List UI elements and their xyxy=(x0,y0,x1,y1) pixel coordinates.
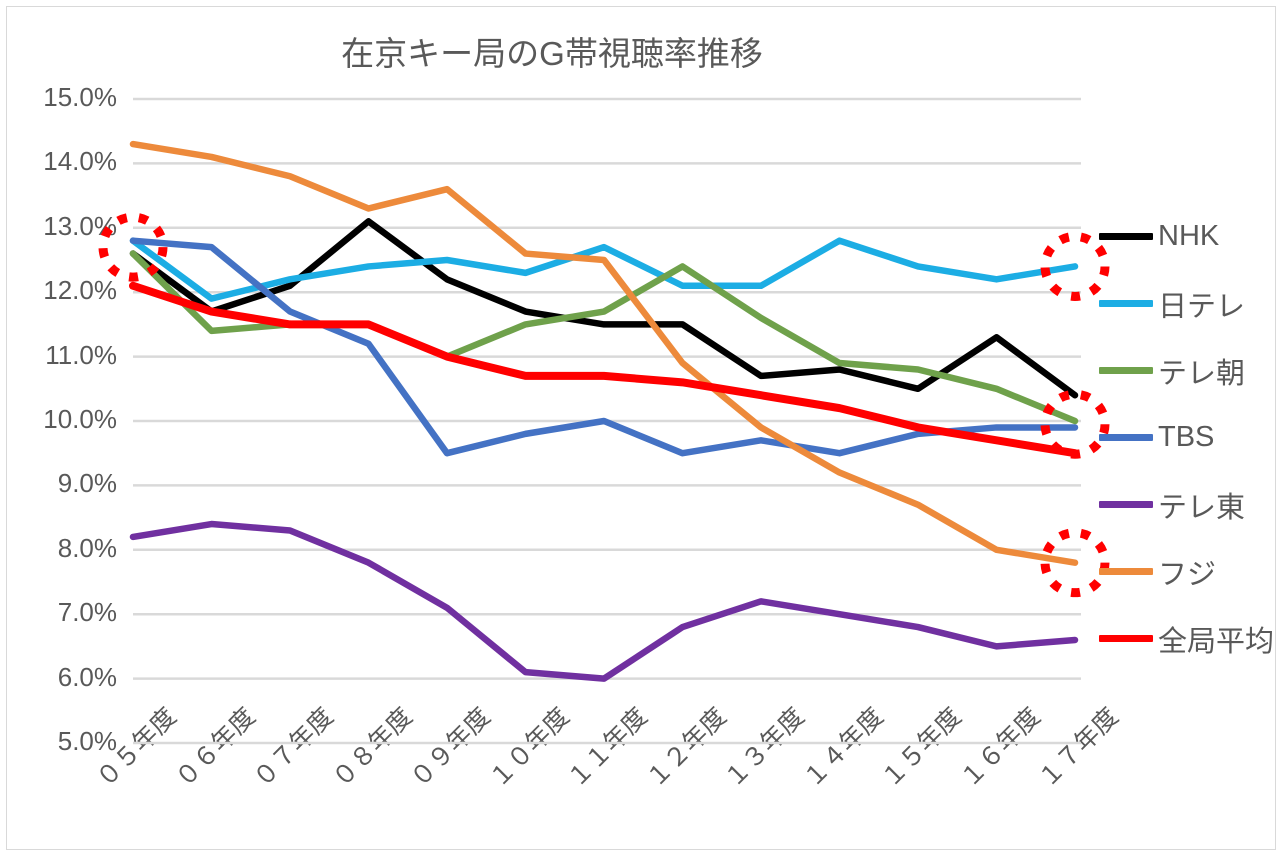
legend-item-NHK[interactable]: NHK xyxy=(1099,203,1284,270)
series-line-フジ xyxy=(129,140,1079,566)
legend-swatch-icon xyxy=(1099,501,1153,508)
highlight-circle-fuji-end xyxy=(1040,528,1110,598)
series-line-テレ東 xyxy=(129,520,1079,682)
y-axis-tick-label: 14.0% xyxy=(43,146,117,177)
y-axis-tick-label: 11.0% xyxy=(45,339,117,370)
legend-item-label: テレ東 xyxy=(1158,491,1246,524)
y-axis-tick-label: 12.0% xyxy=(43,275,117,306)
y-axis-tick-label: 7.0% xyxy=(57,597,117,628)
legend-item-テレ東[interactable]: テレ東 xyxy=(1099,471,1284,538)
y-axis-tick-label: 8.0% xyxy=(57,532,117,563)
y-axis-tick-label: 10.0% xyxy=(43,404,117,434)
chart-container: 在京キー局のG帯視聴率推移 15.0% 14.0% 13.0% 12.0% 11.0% 1… xyxy=(6,6,1276,850)
chart-title: 在京キー局のG帯視聴率推移 xyxy=(341,35,763,72)
legend-item-label: NHK xyxy=(1158,220,1220,252)
highlight-circle-start xyxy=(98,212,168,282)
legend-item-テレ朝[interactable]: テレ朝 xyxy=(1099,337,1284,404)
legend-item-日テレ[interactable]: 日テレ xyxy=(1099,270,1284,337)
legend-item-label: 日テレ xyxy=(1158,290,1246,323)
y-axis-tick-label: 9.0% xyxy=(57,468,117,499)
series-line-NHK xyxy=(129,218,1079,399)
series-line-テレ朝 xyxy=(129,250,1079,425)
legend-swatch-icon xyxy=(1099,233,1153,240)
y-axis-tick-label: 5.0% xyxy=(57,726,117,756)
legend-item-TBS[interactable]: TBS xyxy=(1099,404,1284,471)
legend-item-label: フジ xyxy=(1158,558,1217,591)
legend-item-label: TBS xyxy=(1158,421,1215,453)
legend-item-フジ[interactable]: フジ xyxy=(1099,538,1284,605)
series-line-全局平均 xyxy=(129,281,1079,458)
legend-item-label: テレ朝 xyxy=(1158,357,1246,390)
legend-swatch-icon xyxy=(1099,568,1153,575)
highlight-circle-cluster-end xyxy=(1040,389,1110,459)
y-axis-tick-label: 6.0% xyxy=(57,661,117,692)
gridlines xyxy=(133,97,1081,745)
legend-item-全局平均[interactable]: 全局平均 xyxy=(1099,605,1284,672)
legend-swatch-icon xyxy=(1099,300,1153,307)
plot-area xyxy=(98,97,1110,745)
legend-swatch-icon xyxy=(1099,367,1153,374)
legend-swatch-icon xyxy=(1099,434,1153,441)
chart-legend: NHK 日テレテレ朝 TBS テレ東フジ全局平均 xyxy=(1099,203,1284,672)
series-line-TBS xyxy=(129,237,1079,457)
y-axis-tick-label: 15.0% xyxy=(43,82,117,112)
highlight-circle-nittele-end xyxy=(1040,231,1110,301)
legend-swatch-icon xyxy=(1099,635,1153,642)
legend-item-label: 全局平均 xyxy=(1158,625,1275,658)
series-line-日テレ xyxy=(129,237,1079,302)
